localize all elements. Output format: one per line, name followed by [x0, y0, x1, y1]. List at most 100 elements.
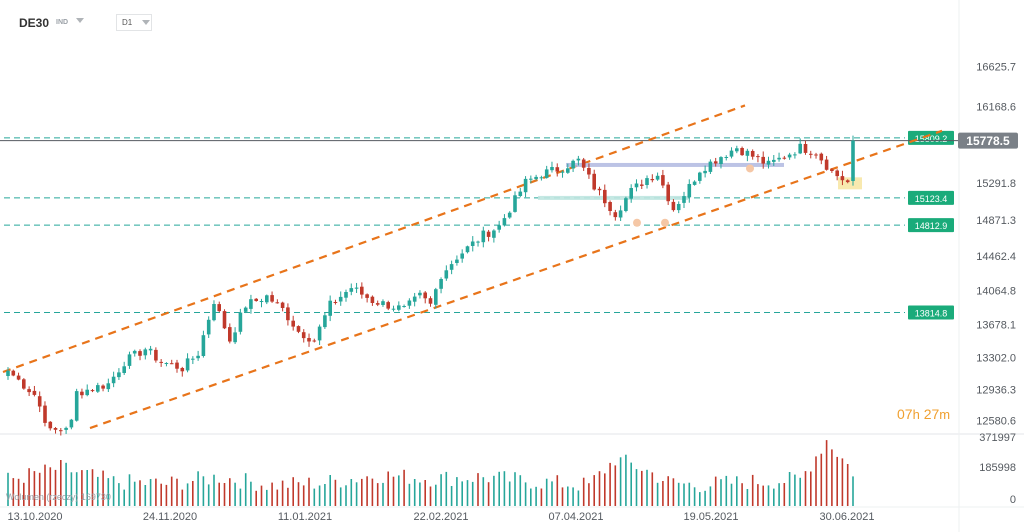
candle — [243, 306, 248, 314]
candle — [37, 391, 42, 413]
candle-body — [222, 311, 227, 329]
candle-body — [43, 405, 47, 423]
candle-body — [106, 383, 111, 390]
candle — [132, 349, 137, 357]
candle-body — [370, 296, 375, 303]
chevron-down-icon[interactable] — [142, 20, 150, 25]
candle-body — [16, 375, 21, 380]
candle-body — [53, 428, 58, 430]
candle — [423, 291, 427, 304]
volume-bar — [477, 473, 479, 506]
candle — [502, 214, 507, 227]
volume-bar — [567, 486, 569, 506]
symbol-label[interactable]: DE30 — [19, 16, 50, 30]
candle-body — [603, 189, 607, 204]
candle — [402, 304, 406, 308]
candle — [824, 155, 829, 171]
volume-bar — [545, 478, 548, 506]
volume-bar — [493, 475, 495, 506]
candle-body — [143, 349, 148, 356]
volume-bar — [345, 485, 347, 506]
candle-body — [650, 179, 655, 181]
volume-bar — [366, 476, 368, 506]
volume-bar — [693, 487, 696, 506]
volume-bar — [334, 479, 337, 506]
candle — [692, 180, 697, 186]
candle-body — [587, 168, 591, 175]
timeframe-select[interactable]: D1 — [116, 14, 152, 31]
candle-body — [455, 259, 459, 263]
candle-body — [333, 302, 338, 303]
candle-body — [391, 308, 396, 310]
candle — [43, 401, 47, 427]
volume-legend: Wolumen (rzeczy) 169730 — [6, 492, 111, 502]
volume-bar — [625, 454, 627, 506]
candle-body — [196, 355, 200, 359]
volume-bar — [403, 469, 405, 506]
volume-bar — [139, 480, 141, 506]
candle — [798, 138, 802, 155]
candle — [206, 316, 211, 339]
volume-bar — [778, 483, 780, 506]
candle-body — [534, 176, 538, 180]
candle — [164, 362, 169, 367]
volume-bar — [133, 481, 136, 506]
volume-bar — [794, 474, 796, 506]
volume-bar — [318, 485, 321, 506]
candle-body — [111, 376, 116, 384]
candle-body — [740, 148, 744, 156]
candle-body — [296, 326, 301, 332]
volume-bar — [810, 471, 812, 506]
candle — [803, 140, 808, 155]
candle — [64, 426, 68, 434]
candle — [676, 201, 681, 214]
candle — [349, 283, 354, 296]
candle-body — [507, 212, 512, 218]
chevron-down-icon[interactable] — [76, 18, 84, 23]
candle-body — [824, 159, 829, 170]
volume-bar — [419, 482, 421, 506]
candle — [333, 299, 338, 305]
candle — [492, 229, 496, 243]
candle-body — [132, 350, 137, 354]
candle-body — [539, 177, 544, 179]
candle — [291, 315, 295, 331]
volume-bar — [588, 483, 590, 506]
price-axis-tick: 12936.3 — [976, 384, 1016, 396]
candle-body — [592, 173, 596, 190]
volume-bar — [424, 480, 426, 506]
candle — [576, 155, 581, 166]
candle — [169, 359, 174, 365]
candle — [32, 385, 37, 397]
volume-bar — [482, 477, 485, 506]
candle — [571, 159, 575, 172]
candle-body — [265, 295, 269, 303]
candle-body — [291, 320, 295, 327]
volume-bar — [751, 474, 754, 506]
candle-body — [518, 191, 523, 196]
candle-body — [655, 175, 660, 180]
candle-body — [74, 391, 79, 421]
candle-body — [803, 144, 808, 153]
volume-bar — [619, 457, 622, 506]
candle-body — [32, 390, 37, 395]
candle-body — [698, 172, 702, 181]
candle-body — [27, 389, 31, 393]
volume-bar — [91, 469, 94, 506]
candle — [756, 154, 760, 163]
candle — [529, 175, 533, 184]
volume-bar — [387, 471, 389, 506]
time-axis-tick: 24.11.2020 — [143, 511, 197, 523]
candle-body — [470, 241, 475, 246]
volume-bar — [276, 489, 279, 506]
candle-body — [814, 154, 818, 156]
candle — [185, 353, 190, 373]
volume-bar — [503, 471, 506, 506]
price-axis-tick: 15291.8 — [976, 178, 1016, 190]
swing-point-marker — [661, 218, 669, 227]
volume-bar — [762, 485, 764, 506]
volume-bar — [540, 488, 543, 506]
candle — [280, 301, 285, 312]
candle-body — [418, 292, 422, 296]
